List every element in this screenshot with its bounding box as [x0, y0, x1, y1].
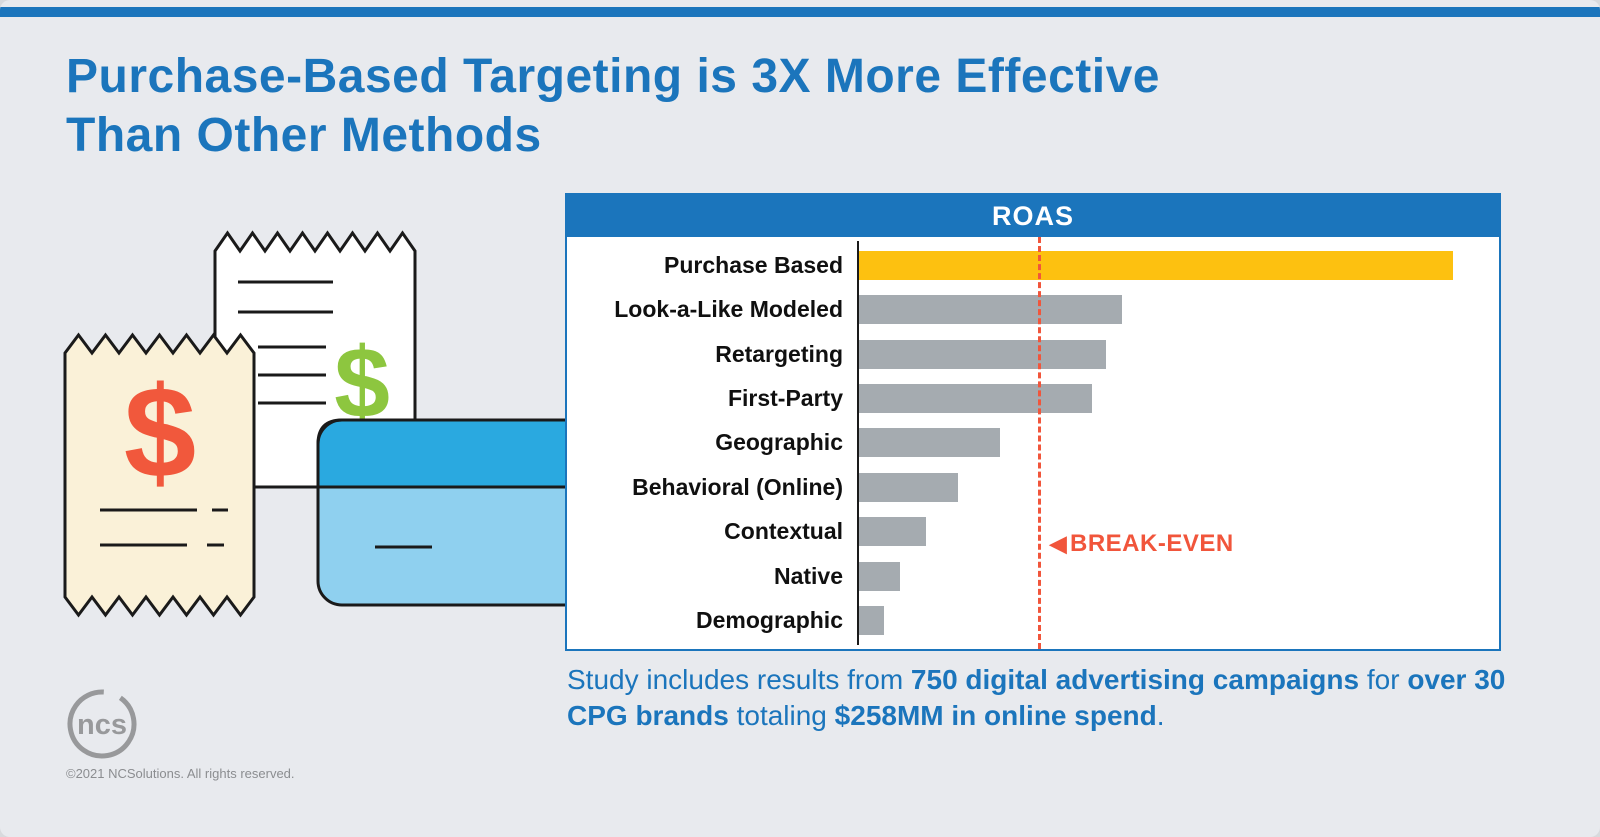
bar-area	[857, 428, 1499, 458]
bar-native	[857, 561, 901, 591]
chart-plot-area: Purchase Based Look-a-Like Modeled Retarge…	[567, 237, 1499, 649]
top-accent-bar	[0, 7, 1600, 17]
caption-segment: .	[1156, 700, 1165, 732]
left-arrow-icon: ◀	[1049, 530, 1067, 556]
ncs-logo-svg: ncs	[67, 689, 137, 759]
chart-row-native: Native	[567, 554, 1499, 598]
bar-area	[857, 295, 1499, 325]
bar-area	[857, 384, 1499, 414]
bar-area	[857, 517, 1499, 547]
chart-row-demographic: Demographic	[567, 599, 1499, 643]
illustration-svg: $ $	[63, 230, 597, 618]
caption-segment: for	[1359, 664, 1408, 695]
category-label-first-party: First-Party	[727, 385, 843, 412]
caption-segment: 750 digital advertising campaigns	[910, 664, 1360, 695]
category-label-geographic: Geographic	[715, 429, 843, 456]
chart-row-contextual: Contextual	[567, 510, 1499, 554]
study-caption: Study includes results from 750 digital …	[567, 662, 1512, 735]
bar-area	[857, 472, 1499, 502]
category-label-retargeting: Retargeting	[715, 340, 843, 367]
roas-chart-panel: ROAS Purchase Based Look-a-Like Modeled Re…	[565, 193, 1501, 651]
bar-demographic	[857, 606, 885, 636]
caption-segment: $258MM in online spend	[834, 700, 1157, 732]
bar-geographic	[857, 428, 1000, 458]
cream-receipt: $	[63, 332, 256, 618]
chart-row-look-a-like-modeled: Look-a-Like Modeled	[567, 288, 1499, 332]
chart-axis	[857, 241, 859, 645]
bar-retargeting	[857, 339, 1107, 369]
bar-first-party	[857, 384, 1092, 414]
chart-rows: Purchase Based Look-a-Like Modeled Retarge…	[567, 243, 1499, 643]
chart-row-behavioral-online: Behavioral (Online)	[567, 465, 1499, 509]
bar-area	[857, 561, 1499, 591]
bar-behavioral-online	[857, 472, 959, 502]
caption-segment: totaling	[728, 700, 835, 732]
break-even-text: BREAK-EVEN	[1069, 529, 1234, 557]
category-label-native: Native	[773, 562, 843, 589]
logo-text: ncs	[77, 709, 127, 741]
category-label-purchase-based: Purchase Based	[664, 251, 843, 278]
bar-contextual	[857, 517, 926, 547]
bar-area	[857, 339, 1499, 369]
bar-area	[857, 606, 1499, 636]
red-dollar-icon: $	[124, 359, 196, 505]
chart-row-retargeting: Retargeting	[567, 332, 1499, 376]
chart-row-first-party: First-Party	[567, 377, 1499, 421]
caption-segment: Study includes results from	[567, 664, 911, 695]
bar-area	[857, 250, 1499, 280]
chart-row-purchase-based: Purchase Based	[567, 243, 1499, 287]
page-title: Purchase-Based Targeting is 3X More Effe…	[66, 50, 1160, 162]
category-label-demographic: Demographic	[696, 607, 843, 634]
bar-look-a-like-modeled	[857, 295, 1123, 325]
credit-card	[316, 418, 597, 607]
chart-row-geographic: Geographic	[567, 421, 1499, 465]
category-label-contextual: Contextual	[724, 518, 843, 545]
receipts-card-illustration: $ $	[50, 225, 610, 645]
category-label-behavioral-online: Behavioral (Online)	[632, 473, 843, 500]
copyright-text: ©2021 NCSolutions. All rights reserved.	[66, 766, 295, 781]
bar-purchase-based	[857, 250, 1453, 280]
ncs-logo: ncs	[62, 684, 142, 764]
caption-segment: over 30 CPG brands	[567, 664, 1506, 732]
break-even-line	[1037, 237, 1041, 649]
chart-title: ROAS	[567, 195, 1499, 237]
break-even-label: ◀ BREAK-EVEN	[1050, 530, 1234, 558]
category-label-look-a-like-modeled: Look-a-Like Modeled	[614, 296, 843, 323]
